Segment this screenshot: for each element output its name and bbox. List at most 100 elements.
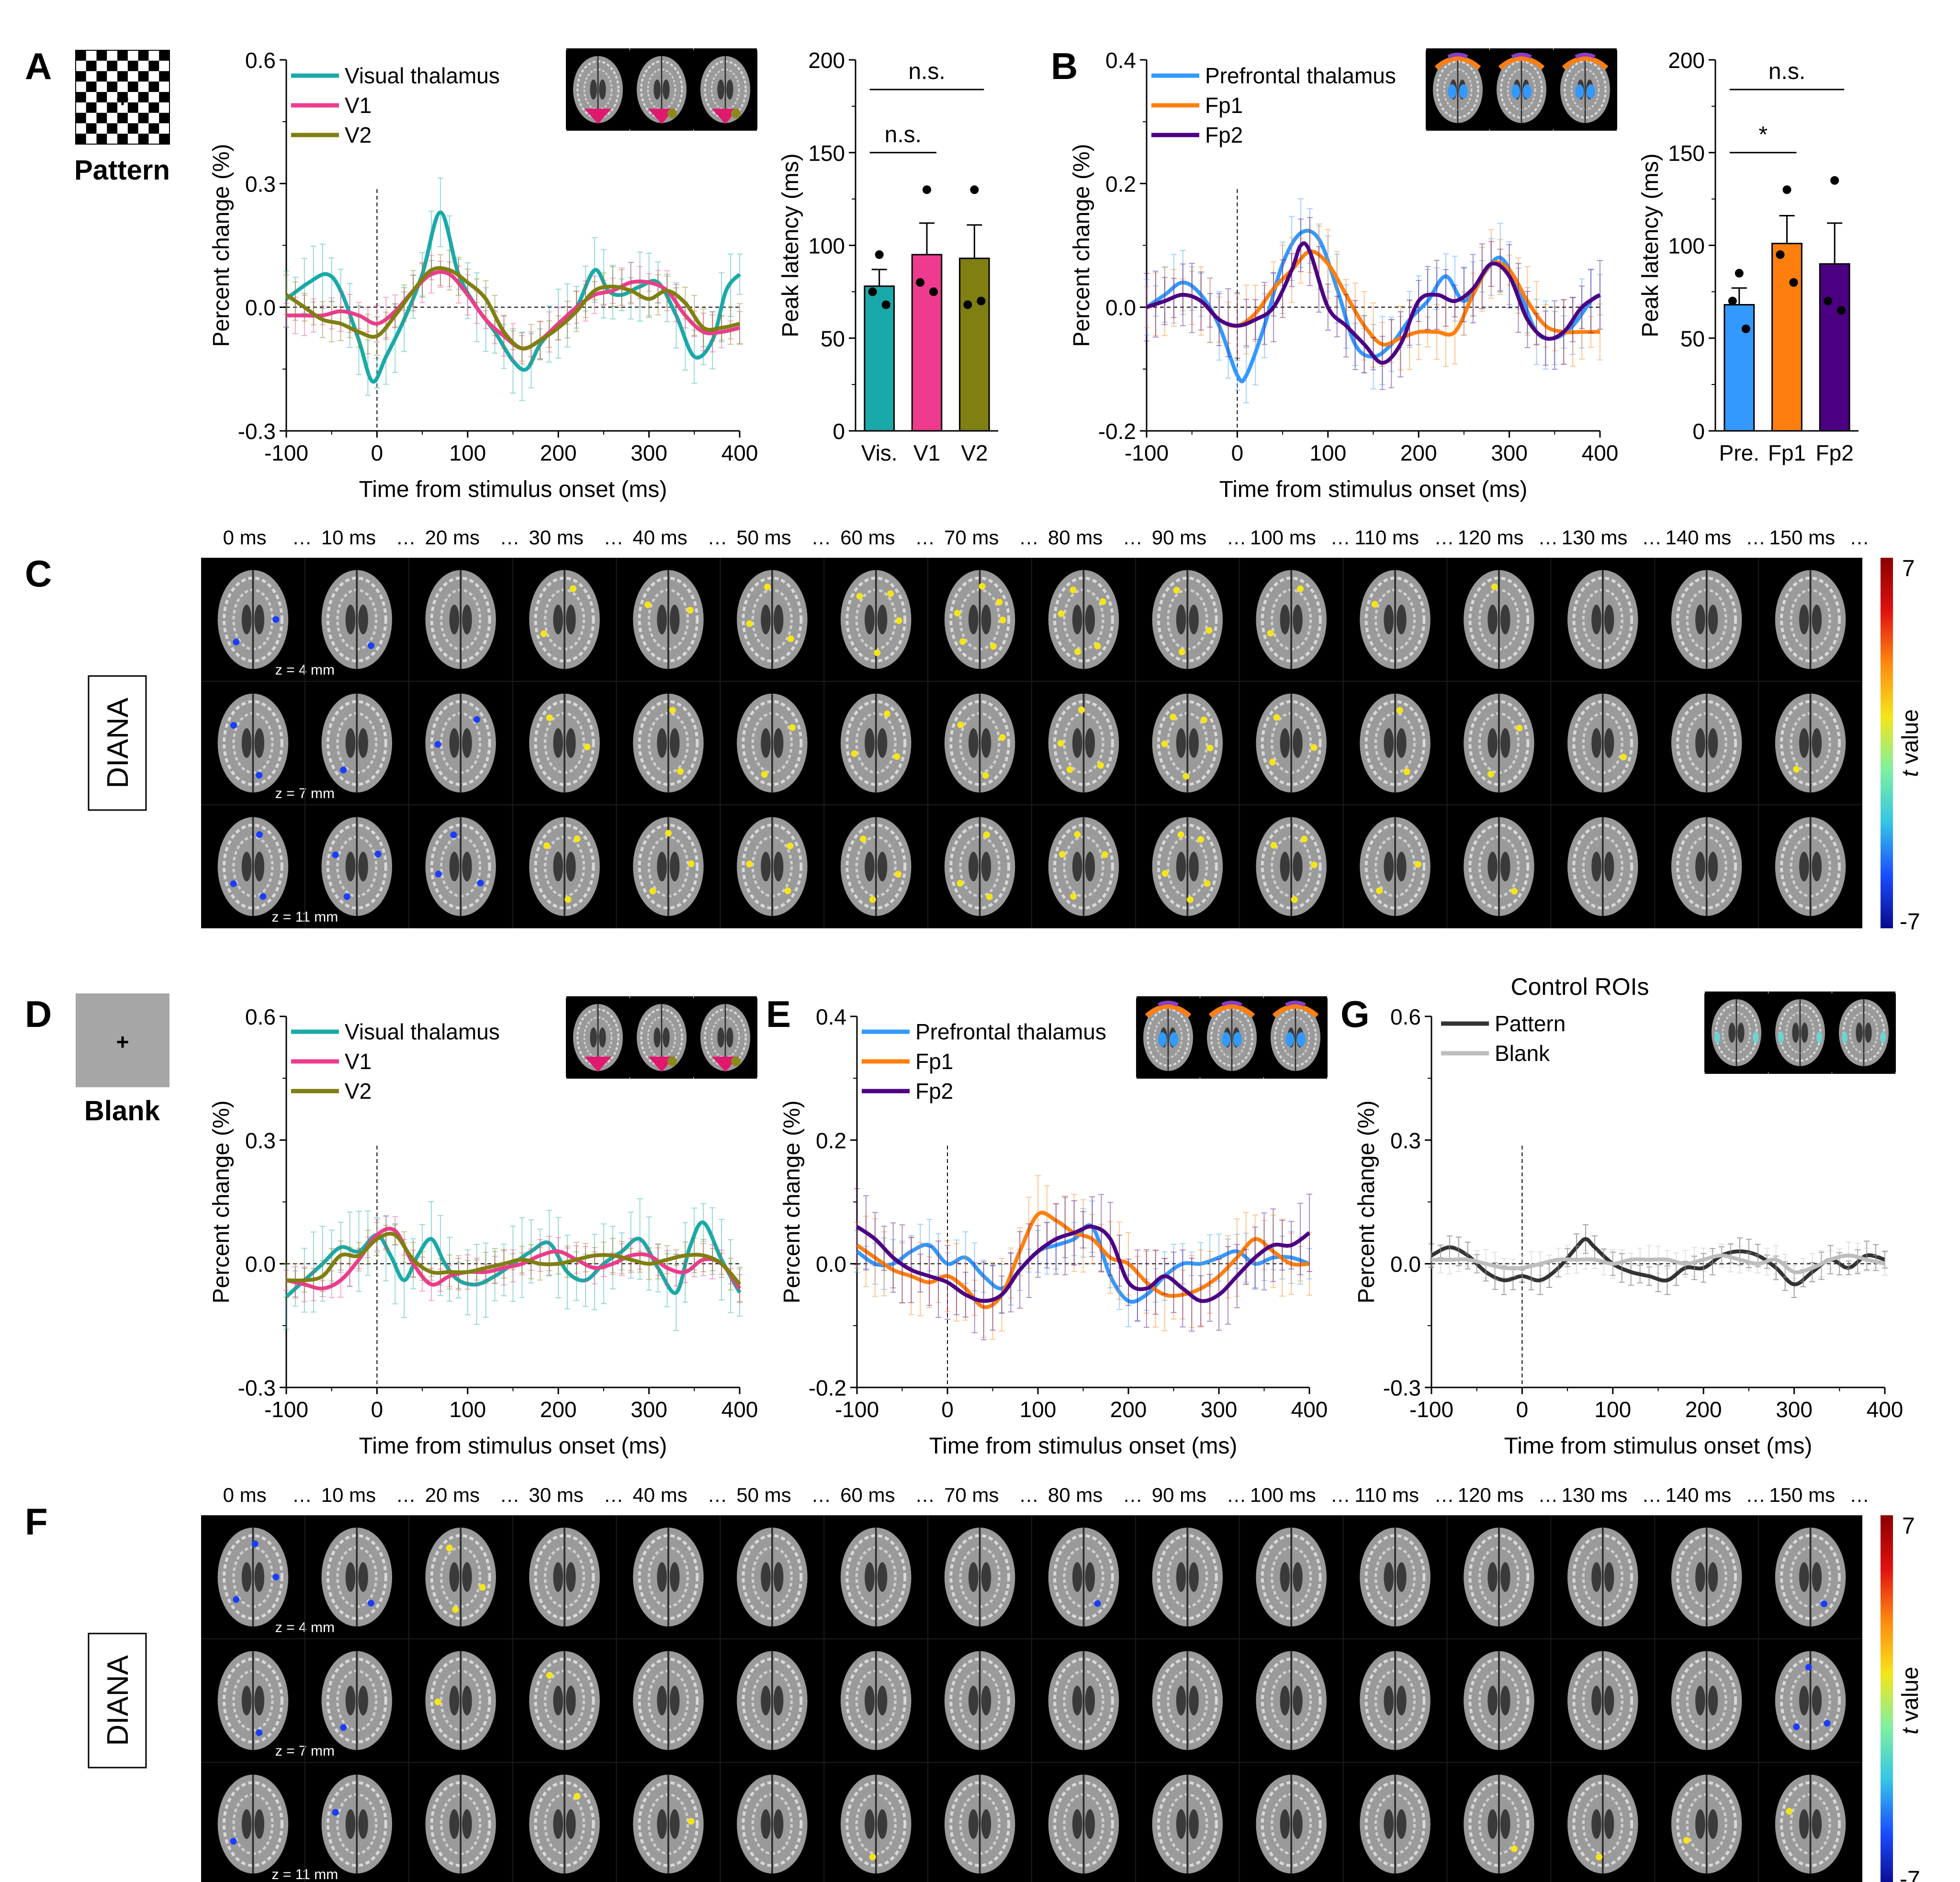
series-line-pattern [1431,1237,1886,1286]
activation-blob-positive [1376,887,1383,894]
brain-gyri [1053,823,1114,910]
brain-ventricle [981,728,991,758]
x-tick-label: -100 [1409,1397,1453,1422]
y-axis-label: Percent change (%) [779,1100,805,1303]
activation-blob-positive [990,642,997,650]
checker-border [75,50,170,145]
brain-ventricle [981,1562,991,1592]
checker-square [127,50,139,61]
x-tick-label: 0 [1516,1397,1529,1422]
brain-ventricle [241,1562,252,1592]
checker-square [138,102,149,113]
y-tick-label: 0.6 [1390,1004,1421,1029]
roi-thalamus [1233,1032,1242,1047]
activation-blob-positive [665,830,672,837]
activation-blob-negative [374,850,382,857]
error-bars-prefrontal_thalamus [1144,198,1603,404]
brain-ventricle [1293,1562,1303,1592]
checker-square [117,123,128,134]
panel-label-G: G [1340,993,1370,1035]
checker-square [76,81,87,92]
brain-ventricle [1708,728,1718,758]
roi-v1 [585,109,611,124]
brain-ventricle [1176,1562,1186,1592]
brain-gyri [1364,700,1426,786]
brain-gyri [1676,576,1737,663]
x-tick-label: 400 [1291,1397,1328,1422]
activation-blob-positive [446,1544,453,1552]
activation-blob-positive [1183,773,1190,780]
activation-blob-positive [1596,1853,1603,1860]
brain-ventricle [968,1809,979,1839]
checker-square [148,134,159,145]
activation-blob-positive [859,835,867,843]
time-label: 80 ms [1048,1484,1103,1506]
activation-blob-positive [687,607,694,614]
subject-point [1728,296,1737,305]
y-tick-label: 0.6 [245,48,276,73]
colorbar [1881,1515,1893,1882]
brain-ventricle [241,1686,252,1715]
ellipsis-glyph: … [1227,526,1247,549]
brain-ventricle [449,1686,460,1715]
activation-blob-positive [999,734,1006,741]
activation-blob-negative [367,642,374,649]
series-fp2 [1144,217,1603,390]
checker-square [76,134,87,145]
brain-ventricle [553,1809,563,1839]
series-fp2 [854,1188,1312,1341]
brain-ventricle [566,728,576,758]
brain-ventricle [669,728,680,758]
method-label-box [88,675,147,811]
activation-blob-positive [895,871,902,878]
brain-ventricle [254,1809,265,1839]
brain-ventricle [669,605,680,634]
y-axis-label: Percent change (%) [209,1100,234,1303]
activation-blob-positive [787,842,794,849]
brain-ventricle [1792,1023,1799,1043]
y-axis-label: Peak latency (ms) [778,153,803,337]
brain-ventricle [1487,1809,1498,1839]
roi-thalamus [1575,84,1584,99]
brain-gyri [1053,1534,1114,1620]
checker-square [86,92,97,103]
brain-gyri [326,1657,387,1744]
roi-fp2 [1575,53,1596,59]
roi-fp2 [1221,1001,1242,1007]
brain-ventricle [553,728,563,758]
brain-ventricle [1695,605,1705,634]
checker-square [138,134,149,145]
x-tick-label: 400 [1867,1397,1904,1422]
brain-ventricle [462,728,472,758]
brain-gyri [430,1657,491,1744]
activation-blob-negative [332,1809,339,1816]
brain-gyri [326,823,387,910]
roi-control [1778,1032,1784,1043]
brain-ventricle [1799,852,1809,881]
activation-blob-positive [669,707,676,714]
ellipsis-glyph: … [396,1484,416,1506]
brain-gyri [1780,700,1841,786]
brain-gyri [430,700,491,786]
time-label: 20 ms [425,526,480,549]
checker-square [148,60,159,72]
brain-gyri [223,1657,283,1744]
brain-ventricle [1085,728,1095,758]
brain-gyri [845,1657,907,1744]
legend-label-visual_thalamus: Visual thalamus [345,63,500,88]
legend-D-line: Visual thalamus V1 V2 [291,1019,500,1104]
brain-ventricle [877,1686,888,1715]
checker-square [86,123,97,134]
brain-gyri [1780,1534,1841,1620]
y-tick-label: 200 [808,48,845,73]
brain-ventricle [254,1686,265,1715]
brain-ventricle [669,1686,680,1715]
brain-ventricle [1799,1809,1809,1839]
roi-thalamus [1285,1032,1294,1047]
checker-square [107,50,118,61]
brain-gyri [326,1781,387,1867]
brain-gyri [223,823,283,910]
brain-ventricle [566,1686,576,1715]
x-tick-label: 300 [1776,1397,1813,1422]
brain-ventricle [1695,852,1705,881]
